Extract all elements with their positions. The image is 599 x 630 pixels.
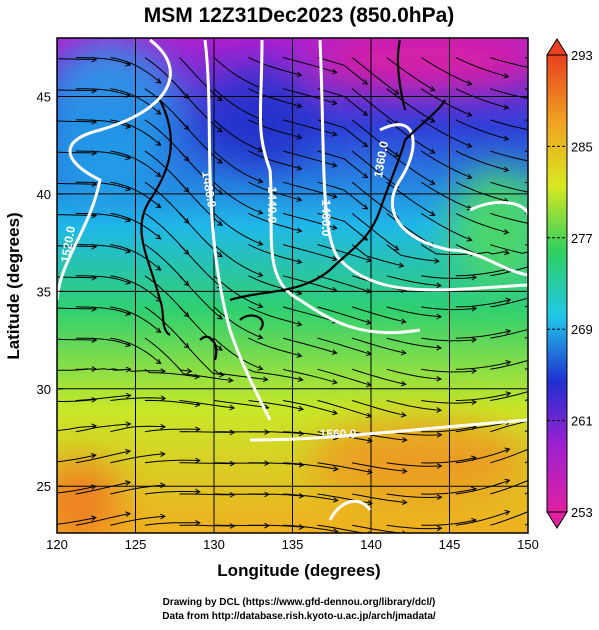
colorbar-extend-top	[547, 39, 567, 55]
colorbar: 253 261 269 277 285 293	[547, 39, 593, 528]
y-axis-label: Latitude (degrees)	[4, 212, 23, 359]
arrowhead	[573, 290, 578, 295]
arrowhead	[574, 159, 579, 164]
contour-label: 1560.0	[320, 427, 357, 441]
colorbar-tick-label: 253	[571, 505, 593, 520]
contour-label: 1400.0	[319, 200, 333, 237]
contour-label: 1440.0	[265, 187, 279, 224]
arrowhead	[538, 473, 543, 478]
arrowhead	[573, 352, 578, 357]
arrowhead	[539, 261, 544, 266]
x-tick-label: 135	[282, 537, 304, 552]
arrowhead	[574, 249, 579, 254]
arrowhead	[574, 65, 579, 70]
arrowhead	[540, 130, 545, 135]
arrowhead	[574, 96, 579, 101]
arrowhead	[572, 440, 577, 445]
arrowhead	[539, 386, 544, 391]
arrowhead	[540, 161, 545, 166]
colorbar-tick-label: 293	[571, 48, 593, 63]
arrowhead	[573, 258, 578, 263]
x-tick-label: 120	[46, 537, 68, 552]
arrowhead	[574, 127, 579, 132]
arrowhead	[539, 249, 544, 254]
credit-line: Data from http://database.rish.kyoto-u.a…	[162, 611, 436, 622]
arrowhead	[539, 323, 544, 328]
arrowhead	[540, 192, 545, 197]
y-tick-label: 45	[37, 89, 51, 104]
colorbar-extend-bottom	[547, 512, 567, 528]
arrowhead	[574, 190, 579, 195]
title: MSM 12Z31Dec2023 (850.0hPa)	[144, 4, 455, 27]
colorbar-body	[547, 55, 567, 512]
arrowhead	[572, 471, 577, 476]
colorbar-tick-label: 285	[571, 139, 593, 154]
colorbar-tick-label: 269	[571, 322, 593, 337]
arrowhead	[573, 383, 578, 388]
y-tick-label: 25	[37, 479, 51, 494]
arrowhead	[539, 415, 544, 420]
arrowhead	[538, 505, 543, 510]
arrowhead	[540, 68, 545, 73]
colorbar-tick-label: 277	[571, 231, 593, 246]
colorbar-tick-label: 261	[571, 414, 593, 429]
x-tick-label: 140	[360, 537, 382, 552]
arrowhead	[574, 221, 579, 226]
arrowhead	[538, 442, 543, 447]
x-tick-label: 150	[517, 537, 539, 552]
y-tick-label: 40	[37, 187, 51, 202]
x-tick-label: 125	[125, 537, 147, 552]
x-axis-label: Longitude (degrees)	[217, 561, 380, 580]
y-tick-label: 30	[37, 382, 51, 397]
x-tick-label: 130	[203, 537, 225, 552]
y-tick-label: 35	[37, 284, 51, 299]
arrowhead	[539, 354, 544, 359]
arrowhead	[539, 292, 544, 297]
x-tick-label: 145	[439, 537, 461, 552]
arrowhead	[540, 99, 545, 104]
credit-line: Drawing by DCL (https://www.gfd-dennou.o…	[163, 597, 436, 608]
arrowhead	[540, 223, 545, 228]
